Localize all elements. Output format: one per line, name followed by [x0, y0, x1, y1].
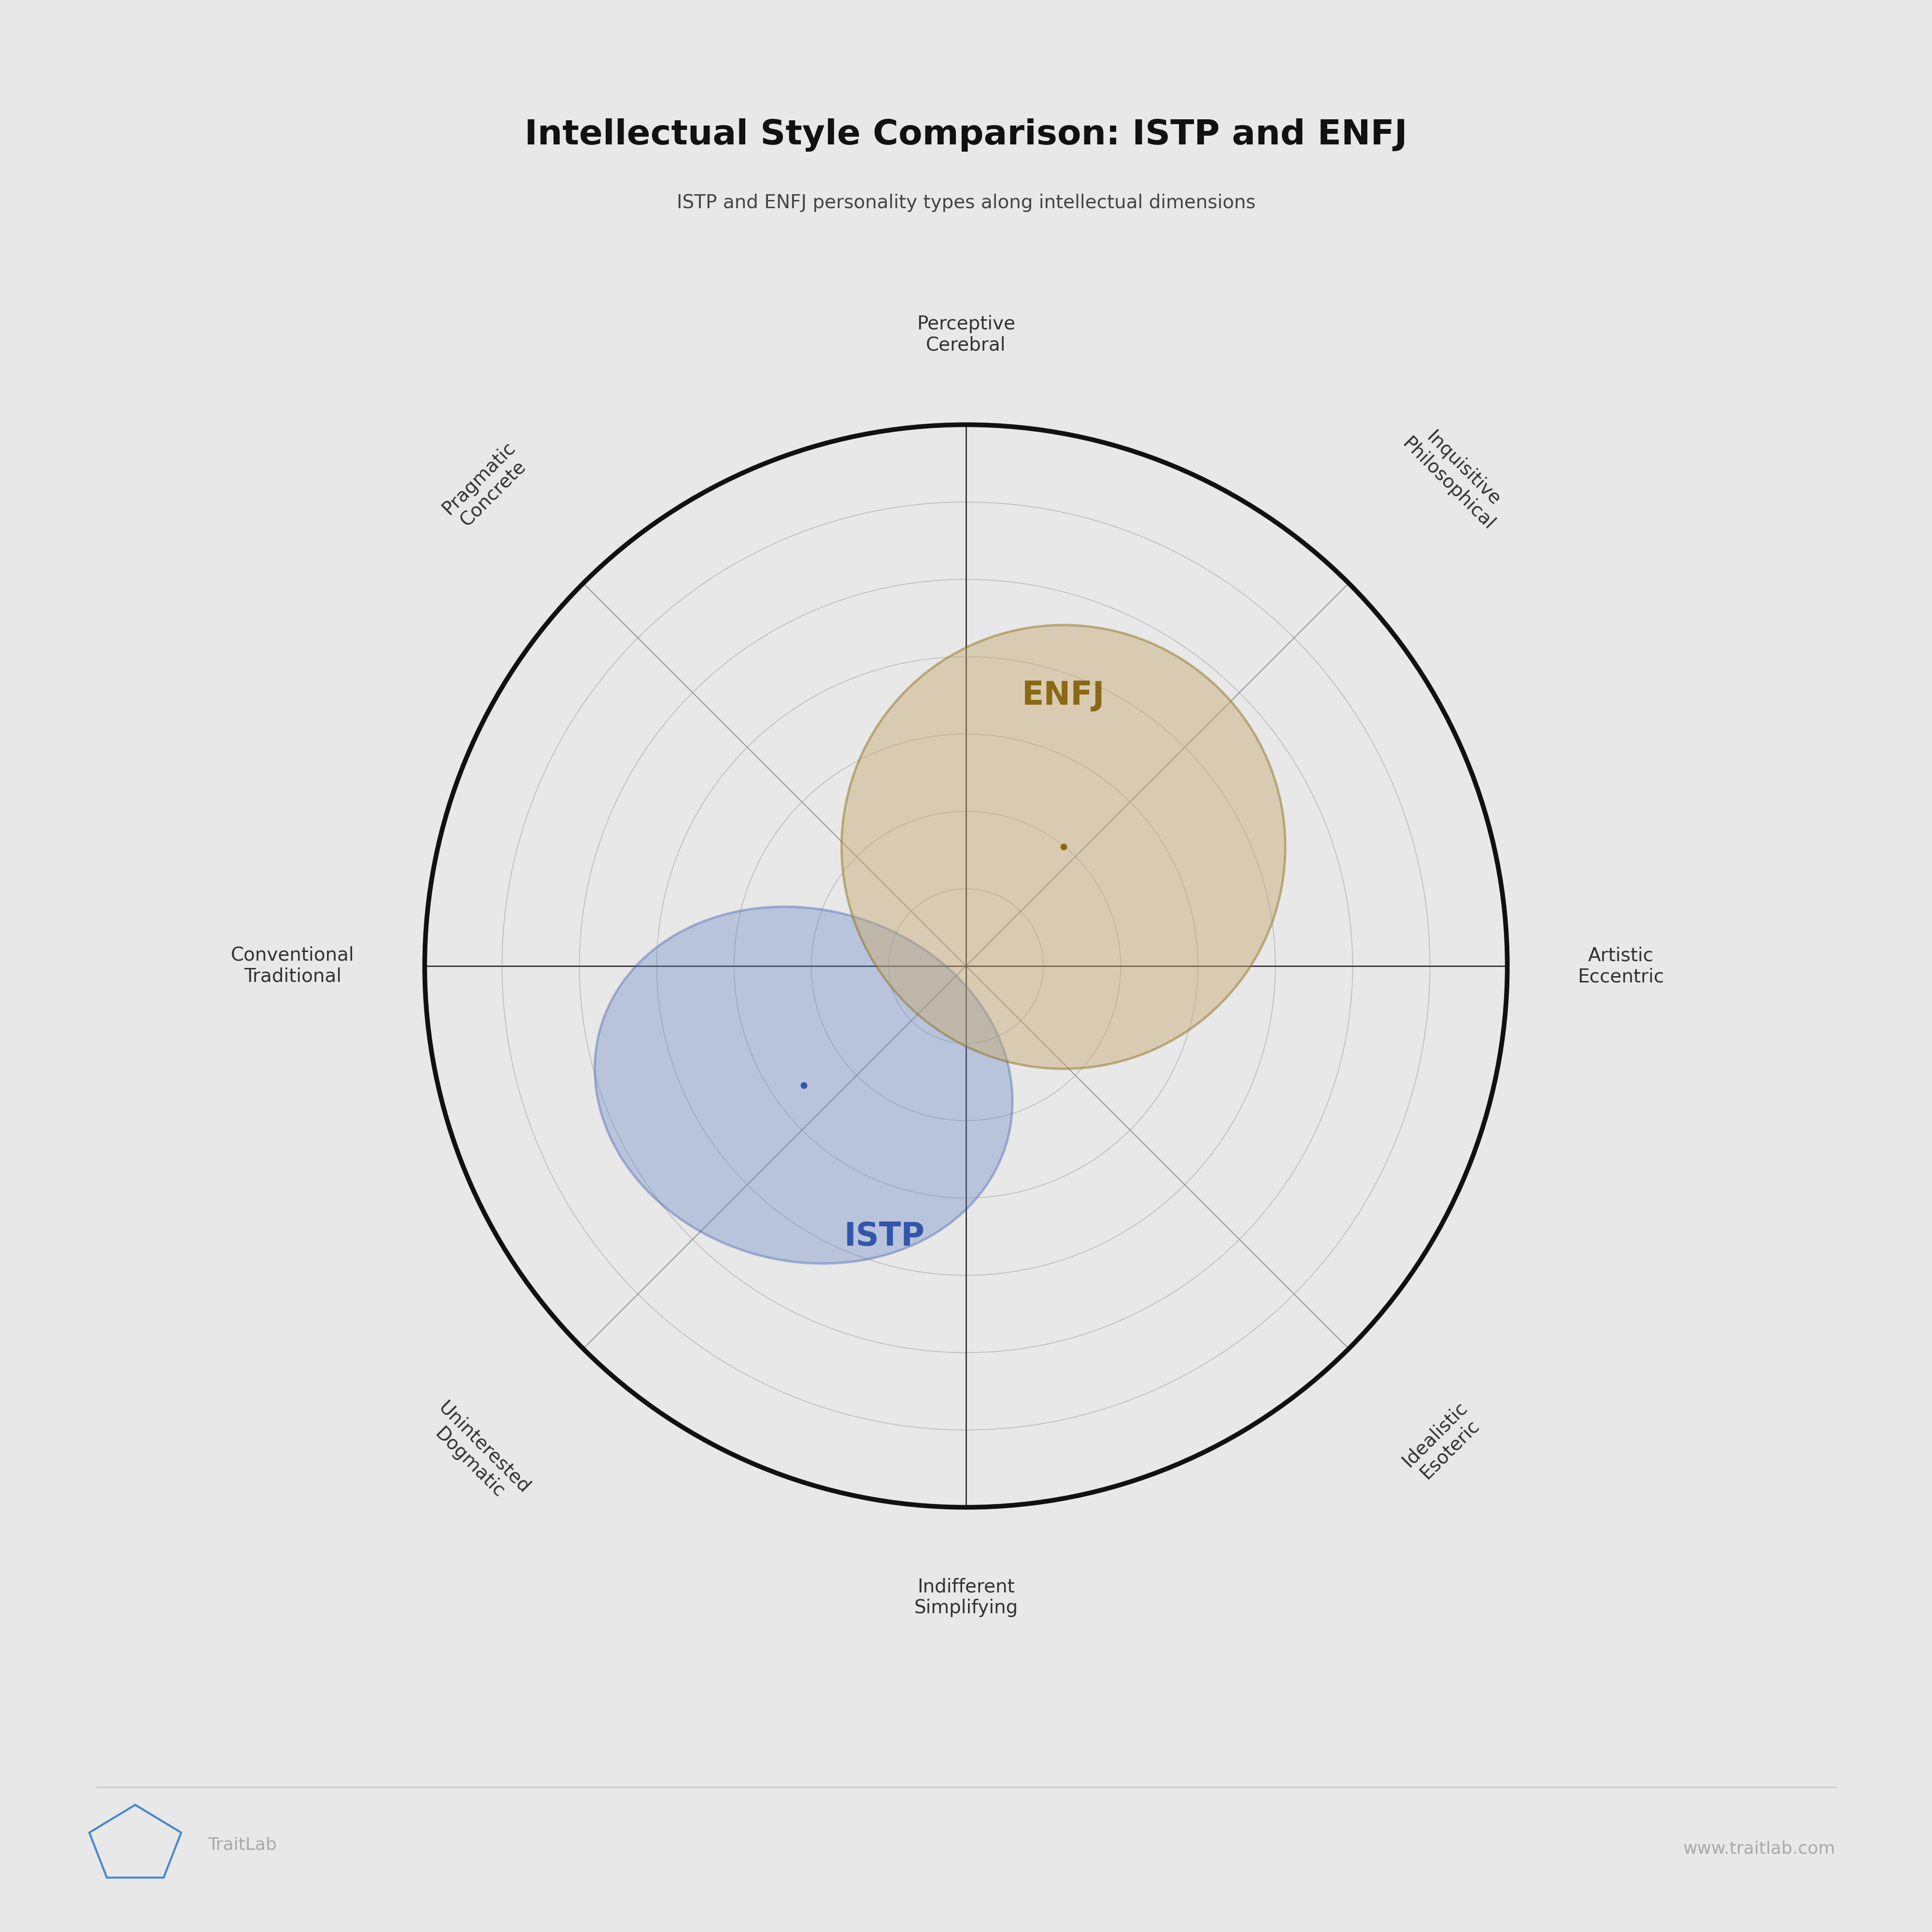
Point: [1047, 831, 1078, 862]
Text: ENFJ: ENFJ: [1022, 680, 1105, 711]
Ellipse shape: [595, 906, 1012, 1264]
Text: Indifferent
Simplifying: Indifferent Simplifying: [914, 1578, 1018, 1617]
Text: Pragmatic
Concrete: Pragmatic Concrete: [439, 439, 533, 533]
Text: www.traitlab.com: www.traitlab.com: [1683, 1841, 1835, 1857]
Text: TraitLab: TraitLab: [209, 1837, 276, 1853]
Text: Inquisitive
Philosophical: Inquisitive Philosophical: [1399, 419, 1513, 533]
Text: Conventional
Traditional: Conventional Traditional: [230, 947, 354, 985]
Ellipse shape: [842, 624, 1285, 1068]
Text: Artistic
Eccentric: Artistic Eccentric: [1578, 947, 1663, 985]
Text: ISTP: ISTP: [844, 1221, 925, 1252]
Text: Intellectual Style Comparison: ISTP and ENFJ: Intellectual Style Comparison: ISTP and …: [526, 118, 1406, 153]
Text: ISTP and ENFJ personality types along intellectual dimensions: ISTP and ENFJ personality types along in…: [676, 193, 1256, 213]
Point: [788, 1070, 819, 1101]
Text: Uninterested
Dogmatic: Uninterested Dogmatic: [419, 1399, 533, 1513]
Text: Perceptive
Cerebral: Perceptive Cerebral: [916, 315, 1016, 354]
Text: Idealistic
Esoteric: Idealistic Esoteric: [1399, 1399, 1486, 1486]
